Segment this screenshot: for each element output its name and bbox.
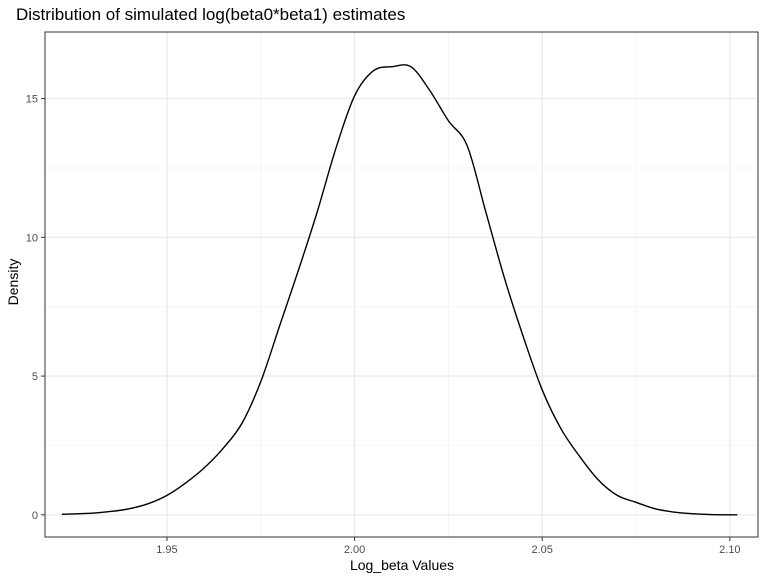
y-axis: 0 5 10 15 <box>26 94 45 522</box>
y-axis-title: Density <box>5 259 21 306</box>
plot-panel <box>44 31 759 538</box>
panel-border <box>44 31 759 538</box>
x-axis-title: Log_beta Values <box>350 557 454 573</box>
x-tick-label: 2.00 <box>344 544 365 556</box>
y-tick-label: 0 <box>32 510 38 522</box>
density-curve <box>61 64 738 516</box>
x-tick-label: 2.05 <box>532 544 553 556</box>
y-tick-label: 5 <box>32 371 38 383</box>
grid-minor <box>45 32 758 537</box>
x-tick-label: 1.95 <box>156 544 177 556</box>
x-axis: 1.95 2.00 2.05 2.10 <box>156 537 741 556</box>
chart-title: Distribution of simulated log(beta0*beta… <box>16 5 405 24</box>
grid-major <box>45 32 758 537</box>
x-tick-label: 2.10 <box>719 544 740 556</box>
y-tick-label: 10 <box>26 232 38 244</box>
panel-background <box>45 32 758 537</box>
y-tick-label: 15 <box>26 94 38 106</box>
